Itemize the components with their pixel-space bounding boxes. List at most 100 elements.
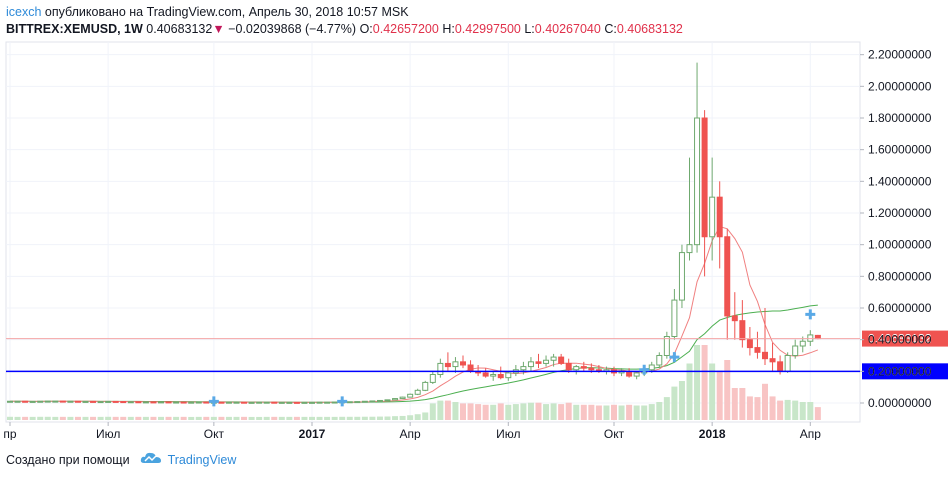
volume-bar [626, 404, 633, 420]
volume-bar [309, 416, 315, 420]
volume-bar [694, 345, 701, 420]
volume-bar [52, 416, 59, 420]
volume-bar [392, 416, 399, 420]
volume-bar [97, 416, 104, 420]
candle-body [278, 401, 285, 404]
close-label: C: [604, 22, 617, 36]
volume-bar [595, 405, 602, 420]
axes: 2.20000000 2.00000000 1.80000000 1.60000000… [3, 48, 932, 441]
author-link[interactable]: icexch [6, 5, 42, 19]
volume-bar [369, 416, 376, 420]
candle-body [505, 372, 512, 379]
candle-body [150, 401, 157, 404]
x-tick-label: Апр [400, 427, 422, 440]
volume-bar [74, 416, 81, 420]
chart-overlays: 0.40683132 0.20000000 [6, 309, 948, 407]
candle-body [105, 400, 112, 403]
volume-bar [686, 363, 693, 420]
volume-bar [173, 416, 180, 420]
volume-bar [188, 416, 195, 420]
volume-bar [543, 404, 550, 420]
candle-body [648, 364, 655, 371]
y-tick-label: 2.00000000 [868, 79, 932, 93]
candle-body [233, 401, 240, 404]
volume-bar [301, 416, 308, 420]
y-tick-label: 0.80000000 [868, 269, 932, 283]
footer: Создано при помощи TradingView [6, 451, 236, 469]
candle-body [565, 362, 572, 371]
candle-body [142, 401, 149, 404]
volume-bar [142, 416, 149, 420]
candle-body [248, 401, 255, 404]
candle-body [678, 252, 685, 301]
candle-body [331, 401, 338, 404]
candle-body [543, 359, 550, 364]
volume-bar [414, 414, 421, 420]
candle-body [497, 374, 504, 379]
candle-body [716, 196, 723, 238]
last-price-tag [862, 330, 948, 347]
candle-body [739, 320, 746, 341]
volume-bar [671, 386, 678, 420]
volume-bar [354, 416, 361, 420]
candle-body [203, 401, 210, 404]
y-tick-label: 0.60000000 [868, 301, 932, 315]
marker-cross-icon [639, 364, 650, 375]
candle-body [384, 399, 391, 402]
candle-body [271, 401, 278, 404]
candlestick-chart[interactable]: 0.40683132 0.20000000 2.20000000 2.0000000… [0, 40, 948, 441]
y-tick-label: 0.00000000 [868, 396, 932, 410]
volume-bar [460, 403, 466, 420]
volume-bar [112, 416, 119, 420]
x-tick-label: пр [3, 427, 16, 440]
low-value: 0.40267040 [534, 22, 601, 36]
x-tick-label: Окт [604, 427, 625, 440]
volume-bar [218, 416, 225, 420]
volume-bar [241, 416, 248, 420]
volume-bar [762, 383, 768, 420]
volume-bar [331, 416, 338, 420]
volume-bar [376, 416, 383, 420]
volume-bar [263, 416, 270, 420]
volume-bar [135, 416, 142, 420]
support-line-tag-label: 0.20000000 [868, 364, 932, 378]
candle-body [135, 401, 142, 404]
volume-bar [293, 416, 300, 420]
candle-body [414, 389, 421, 395]
candle-body [437, 362, 444, 375]
volume-bar [603, 405, 610, 420]
candle-body [784, 355, 791, 372]
candle-body [120, 401, 127, 404]
volume-bar [641, 405, 648, 420]
volume-bar [316, 416, 323, 420]
candle-body [709, 196, 716, 238]
volume-bar [158, 416, 164, 420]
candle-body [467, 364, 474, 372]
volume-bar [814, 407, 821, 420]
volume-bar [165, 416, 172, 420]
candle-body [580, 366, 587, 369]
candle-body [392, 398, 399, 401]
tradingview-brand-link[interactable]: TradingView [167, 453, 237, 467]
tradingview-cloud-icon[interactable] [140, 451, 162, 469]
chart-area[interactable]: 0.40683132 0.20000000 2.20000000 2.0000000… [0, 40, 948, 441]
created-with-text: Создано при помощи [6, 453, 130, 467]
volume-bar [709, 363, 716, 420]
candle-body [754, 347, 761, 353]
candle-body [316, 401, 323, 404]
down-arrow-icon: ▼ [212, 22, 225, 36]
volume-bar [656, 402, 663, 420]
candle-body [777, 361, 784, 372]
volume-bar [558, 404, 565, 420]
candle-body [241, 401, 248, 404]
volume-bar [14, 416, 21, 420]
volume-bar [59, 416, 66, 420]
support-line-tag [862, 363, 948, 380]
candle-body [225, 401, 232, 404]
candle-body [369, 400, 376, 403]
volume-bar [422, 412, 429, 420]
x-tick-label: Апр [800, 427, 822, 440]
volume-bar [67, 416, 74, 420]
candle-body [452, 361, 459, 368]
candle-body [22, 400, 29, 403]
